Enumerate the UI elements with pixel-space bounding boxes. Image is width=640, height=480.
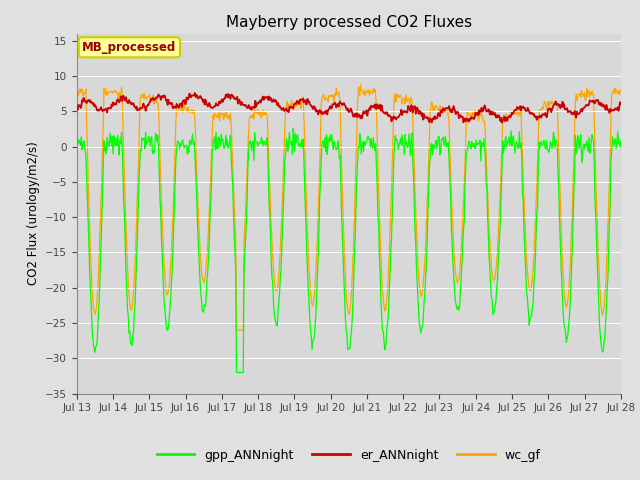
Legend: gpp_ANNnight, er_ANNnight, wc_gf: gpp_ANNnight, er_ANNnight, wc_gf bbox=[152, 444, 546, 467]
Text: MB_processed: MB_processed bbox=[82, 41, 177, 54]
Y-axis label: CO2 Flux (urology/m2/s): CO2 Flux (urology/m2/s) bbox=[26, 142, 40, 286]
Title: Mayberry processed CO2 Fluxes: Mayberry processed CO2 Fluxes bbox=[226, 15, 472, 30]
